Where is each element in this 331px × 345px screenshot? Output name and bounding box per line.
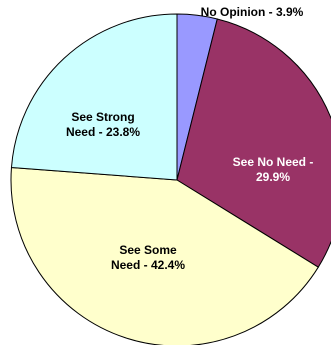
pie-label-line: Need - 23.8%	[66, 125, 140, 139]
pie-labels: No Opinion - 3.9% See No Need -29.9% See S…	[66, 5, 313, 272]
pie-label-line: See No Need -	[233, 155, 314, 169]
pie-label-see-some-need: See Some Need - 42.4%	[111, 243, 185, 272]
pie-label-see-strong-need: See Strong Need - 23.8%	[66, 110, 140, 139]
pie-label-see-no-need: See No Need -29.9%	[233, 155, 314, 184]
pie-slices	[10, 13, 331, 345]
pie-label-line: Need - 42.4%	[111, 258, 185, 272]
pie-label-line: 29.9%	[256, 170, 290, 184]
pie-slice-see-strong-need	[10, 13, 178, 181]
pie-slice-see-some-need	[10, 166, 319, 345]
pie-label-line: See Strong	[71, 110, 134, 124]
pie-label-line: No Opinion - 3.9%	[201, 5, 304, 19]
pie-label-no-opinion: No Opinion - 3.9%	[201, 5, 304, 19]
pie-label-line: See Some	[119, 243, 177, 257]
